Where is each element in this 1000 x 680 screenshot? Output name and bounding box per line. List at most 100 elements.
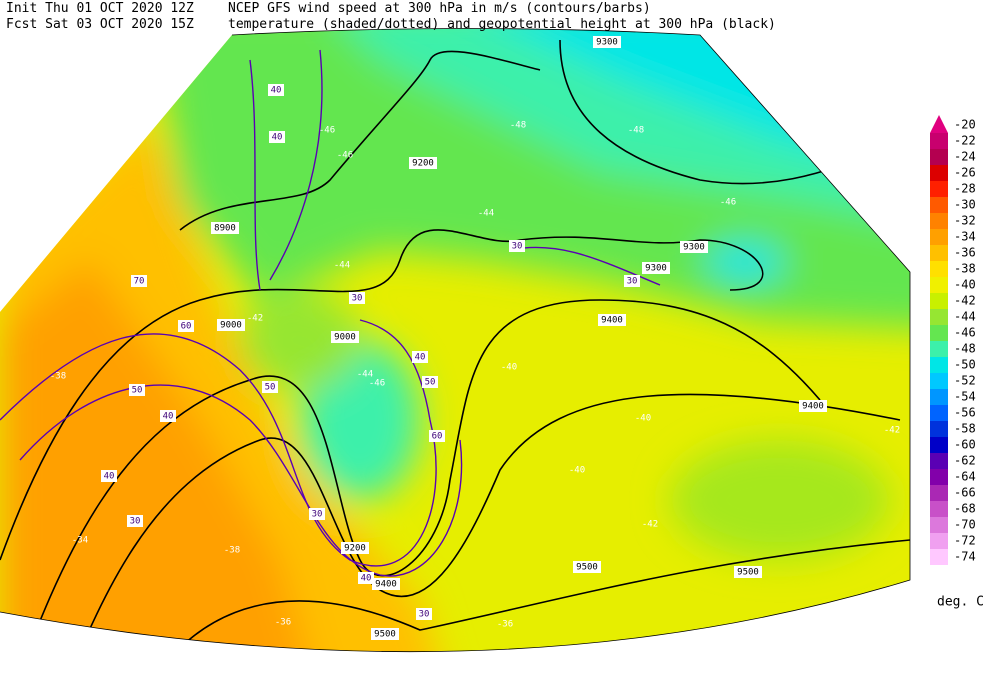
temperature-label: -40 [569,466,585,476]
colorbar-swatch [930,533,948,549]
colorbar-label: -56 [954,406,976,420]
temperature-label: -42 [642,520,658,530]
colorbar-swatch [930,341,948,357]
label-box [217,319,245,331]
colorbar-label: -44 [954,310,976,324]
colorbar-swatch [930,197,948,213]
colorbar-swatch [930,405,948,421]
colorbar-label: -24 [954,150,976,164]
colorbar-label: -26 [954,166,976,180]
colorbar-swatch [930,357,948,373]
colorbar-label: -28 [954,182,976,196]
wind-label: 40 [271,86,282,96]
colorbar-swatch [930,437,948,453]
colorbar-label: -36 [954,246,976,260]
colorbar-label: -66 [954,486,976,500]
colorbar-label: -52 [954,374,976,388]
label-box [269,131,285,143]
label-box [127,515,143,527]
temperature-label: -40 [501,363,517,373]
temperature-label: -46 [337,151,353,161]
subtitle: temperature (shaded/dotted) and geopoten… [228,17,776,32]
temperature-label: -38 [224,546,240,556]
colorbar-swatch [930,453,948,469]
colorbar-label: -68 [954,502,976,516]
label-box [211,222,239,234]
height-label: 9300 [645,264,667,274]
height-label: 9200 [344,544,366,554]
label-box [598,314,626,326]
wind-label: 30 [627,277,638,287]
colorbar-swatch [930,213,948,229]
label-box [371,628,399,640]
map-border [0,28,911,653]
colorbar-label: -48 [954,342,976,356]
label-box [349,292,365,304]
colorbar-swatch [930,517,948,533]
label-box [160,410,176,422]
title: NCEP GFS wind speed at 300 hPa in m/s (c… [228,1,651,16]
forecast-time: Fcst Sat 03 OCT 2020 15Z [6,17,194,32]
colorbar-label: -74 [954,550,976,564]
colorbar-swatch [930,309,948,325]
colorbar-swatch [930,293,948,309]
height-label: 9300 [596,38,618,48]
temperature-label: -36 [275,618,291,628]
temperature-label: -46 [319,126,335,136]
label-box [734,566,762,578]
colorbar-label: -72 [954,534,976,548]
wind-label: 30 [512,242,523,252]
init-time: Init Thu 01 OCT 2020 12Z [6,1,194,16]
colorbar-swatch [930,115,948,133]
colorbar-swatch [930,325,948,341]
colorbar-swatch [930,165,948,181]
label-box [624,275,640,287]
wind-label: 50 [265,383,276,393]
wind-contours [0,49,661,577]
height-label: 9500 [737,568,759,578]
colorbar-label: -22 [954,134,976,148]
colorbar-swatch [930,181,948,197]
colorbar-label: -42 [954,294,976,308]
colorbar-label: -40 [954,278,976,292]
label-box [642,262,670,274]
wind-label: 60 [181,322,192,332]
label-box [131,275,147,287]
temperature-label: -34 [72,536,88,546]
colorbar-swatch [930,277,948,293]
height-label: 9000 [220,321,242,331]
colorbar-swatch [930,229,948,245]
colorbar-swatch [930,261,948,277]
label-box [101,470,117,482]
colorbar-label: -38 [954,262,976,276]
colorbar-swatch [930,245,948,261]
label-box [358,572,374,584]
label-box [509,240,525,252]
label-box [372,578,400,590]
height-label: 9000 [334,333,356,343]
label-box [262,381,278,393]
colorbar-swatch [930,149,948,165]
colorbar-swatch [930,549,948,565]
height-contours [0,39,910,652]
temperature-label: -44 [334,261,350,271]
colorbar-label: -46 [954,326,976,340]
wind-label: 50 [425,378,436,388]
wind-label: 40 [415,353,426,363]
colorbar-swatch [930,389,948,405]
temperature-label: -44 [357,370,373,380]
height-label: 8900 [214,224,236,234]
colorbar-label: -30 [954,198,976,212]
label-box [799,400,827,412]
wind-label: 30 [352,294,363,304]
label-box [331,331,359,343]
height-label: 9500 [576,563,598,573]
temperature-label: -48 [628,126,644,136]
wind-label: 70 [134,277,145,287]
temperature-label: -46 [720,198,736,208]
label-box [422,376,438,388]
label-box [416,608,432,620]
colorbar-label: -64 [954,470,976,484]
label-box [129,384,145,396]
